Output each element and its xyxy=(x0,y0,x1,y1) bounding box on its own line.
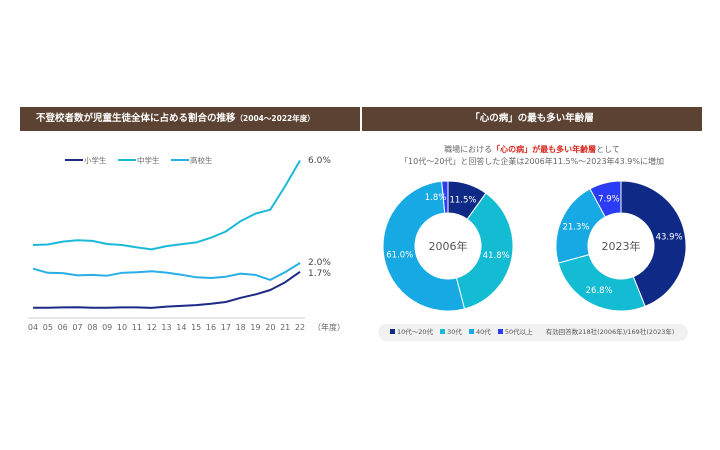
x-tick-label: 17 xyxy=(221,323,231,332)
donut-2023-slice-label: 21.3% xyxy=(562,223,589,233)
legend-swatch xyxy=(440,329,446,334)
donut-2006-slice-label: 61.0% xyxy=(386,251,413,261)
x-tick-label: 16 xyxy=(206,323,216,332)
donut-2023-slice-label: 7.9% xyxy=(598,195,620,205)
legend-item-40: 40代 xyxy=(468,328,491,336)
end-label-high_school: 2.0% xyxy=(308,258,331,268)
x-tick-label: 09 xyxy=(102,323,112,332)
donut-2023-slice-label: 43.9% xyxy=(656,233,683,243)
donut-2023-slice-label: 26.8% xyxy=(586,286,613,296)
legend-label: 50代以上 xyxy=(504,328,533,336)
x-tick-label: 08 xyxy=(87,323,97,332)
line-chart-title-suffix: （2004〜2022年度） xyxy=(235,114,315,123)
donut-2006-slice-label: 41.8% xyxy=(483,251,510,261)
donut-legend: 10代〜20代 30代 40代 50代以上 有効回答数218社(2006年)/1… xyxy=(378,324,688,341)
legend-label: 10代〜20代 xyxy=(397,328,434,336)
subtitle-pre: 職場における xyxy=(444,145,493,154)
x-tick-label: 21 xyxy=(280,323,290,332)
end-label-junior_high: 6.0% xyxy=(308,156,331,166)
donut-2006-slice xyxy=(382,180,466,312)
legend-swatch xyxy=(468,329,474,334)
series-line-junior_high xyxy=(32,159,301,251)
donut-2006-slice xyxy=(441,180,449,214)
series-line-high_school xyxy=(32,262,301,281)
end-label-elementary: 1.7% xyxy=(308,269,331,279)
x-tick-label: 14 xyxy=(176,323,186,332)
subtitle-emphasis: 「心の病」が最も多い年齢層 xyxy=(492,145,597,154)
donut-2006-center-label: 2006年 xyxy=(429,239,468,253)
response-count-note: 有効回答数218社(2006年)/169社(2023年) xyxy=(545,328,675,336)
donut-subtitle-line1: 職場における「心の病」が最も多い年齢層として xyxy=(362,144,702,155)
x-tick-label: 07 xyxy=(72,323,82,332)
x-tick-label: 13 xyxy=(161,323,171,332)
donut-2023-center-label: 2023年 xyxy=(602,239,641,253)
line-legend-label: 高校生 xyxy=(190,155,213,165)
donut-2023-slice xyxy=(620,180,687,308)
donut-2006-slice-label: 11.5% xyxy=(449,195,476,205)
donut-2006-slice xyxy=(455,192,514,310)
line-legend-label: 小学生 xyxy=(84,155,107,165)
x-tick-label: 11 xyxy=(132,323,142,332)
legend-item-50plus: 50代以上 xyxy=(497,328,533,336)
line-legend-label: 中学生 xyxy=(137,155,160,165)
x-tick-label: 10 xyxy=(117,323,127,332)
legend-item-30: 30代 xyxy=(440,328,462,336)
legend-label: 30代 xyxy=(447,328,462,336)
donut-2023-slice xyxy=(589,180,622,218)
x-tick-label: 18 xyxy=(236,323,246,332)
line-chart-title: 不登校者数が児童生徒全体に占める割合の推移 xyxy=(36,113,236,124)
x-tick-label: 20 xyxy=(265,323,275,332)
donut-chart-title: 「心の病」の最も多い年齢層 xyxy=(470,113,594,124)
legend-item-10-20: 10代〜20代 xyxy=(390,328,433,336)
x-tick-label: 05 xyxy=(43,323,53,332)
line-chart-header: 不登校者数が児童生徒全体に占める割合の推移（2004〜2022年度） xyxy=(20,107,360,131)
x-tick-label: 06 xyxy=(58,323,68,332)
subtitle-post: として xyxy=(596,145,620,154)
x-tick-label: 22 xyxy=(295,323,305,332)
donut-chart-header: 「心の病」の最も多い年齢層 xyxy=(362,107,702,131)
legend-swatch xyxy=(497,329,503,334)
x-tick-label: 12 xyxy=(147,323,157,332)
legend-label: 40代 xyxy=(475,328,491,336)
donut-2006-slice-label: 1.8% xyxy=(425,193,447,203)
legend-swatch xyxy=(390,329,395,334)
donut-subtitle-line2: 「10代〜20代」と回答した企業は2006年11.5%〜2023年43.9%に増… xyxy=(400,157,664,166)
x-axis-label: （年度） xyxy=(313,322,345,332)
donut-2023-slice xyxy=(557,254,646,312)
x-tick-label: 04 xyxy=(28,323,38,332)
x-tick-label: 15 xyxy=(191,323,201,332)
x-tick-label: 19 xyxy=(250,323,260,332)
